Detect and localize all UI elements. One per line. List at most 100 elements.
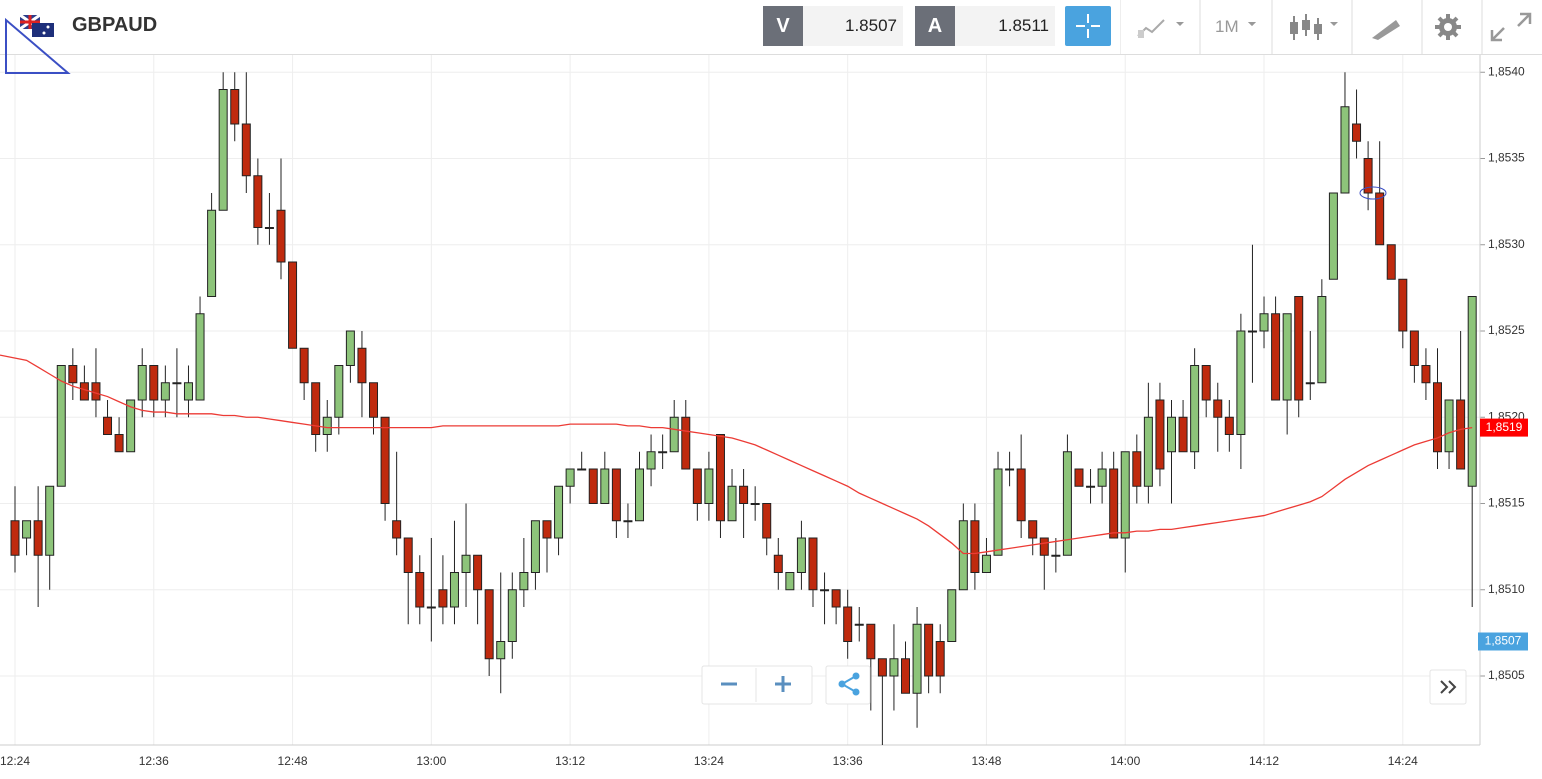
timeframe[interactable]: 1M [1215,17,1239,36]
candle-body [854,623,864,626]
candle-body [600,468,610,504]
candle-body [866,623,876,660]
candle-body [68,365,78,384]
candle-body [993,468,1003,556]
candle-body [727,485,737,522]
candle-body [831,589,841,608]
symbol: GBPAUD [72,14,158,36]
candle-body [103,416,113,435]
candle-body [1282,313,1292,401]
candle-body [1132,451,1142,487]
candle-body [357,347,367,384]
candle-body [912,623,922,694]
x-tick-label: 14:00 [1110,754,1140,768]
candle-body [449,572,459,608]
timeframe-caret [1248,22,1256,26]
candle-body [692,468,702,504]
candle-body [10,520,20,556]
candle-body [1213,399,1223,418]
candle-body [681,416,691,470]
candle-body [1051,554,1061,557]
candle-body [1155,399,1165,470]
ask-price[interactable]: 1.8511 [955,6,1055,46]
candle-body [403,537,413,573]
candle-body [623,520,633,523]
candle-body [126,399,136,453]
candle-body [530,520,540,573]
candle-body [496,641,506,660]
candle-body [981,554,991,573]
candle-body [299,347,309,384]
candle-body [1375,192,1385,246]
candle-body [33,520,43,556]
candle-body [218,89,228,211]
candle-body [56,365,66,487]
bid-price[interactable]: 1.8507 [803,6,903,46]
toolbar-icons [1120,0,1532,54]
candle-body [796,537,806,573]
candle-body [785,572,795,591]
candle-body [380,416,390,504]
candle-body [207,209,217,297]
zoom-box [701,665,813,705]
candle-body [635,468,645,522]
candle-body [241,123,251,177]
candle-body [1259,313,1269,332]
crosshair-button[interactable] [1065,6,1111,46]
candle-body [970,520,980,573]
candle-body [1398,278,1408,332]
x-tick-label: 14:12 [1249,754,1279,768]
candle-body [253,175,263,228]
y-tick-label: 1,8525 [1488,323,1525,337]
candle-body [1167,416,1176,453]
y-tick-label: 1,8540 [1488,64,1525,78]
candle-body [1432,382,1442,453]
zoom-in[interactable] [775,676,791,692]
share-button[interactable] [825,665,871,705]
candle-body [1386,244,1396,280]
candle-body [577,468,587,471]
candle-body [1143,416,1153,487]
candle-body [554,485,564,539]
ask-label: A [915,6,955,46]
candle-body [484,589,494,660]
candle-body [322,416,332,435]
candle-body [958,520,968,591]
toolbar: GBPAUD V 1.8507 A 1.8511 1M [0,0,1542,55]
candle-body [704,468,714,504]
candle-body [1421,365,1431,384]
candle-body [1305,382,1315,385]
candle-body [1444,399,1454,453]
candle-body [658,451,668,454]
drawing-ellipse [1359,186,1387,200]
candle-body [739,485,749,504]
candle-body [542,520,552,539]
candle-body [519,572,529,591]
candle-body [1028,520,1038,539]
candle-body [843,606,853,642]
candle-body [1097,468,1107,487]
candle-body [935,641,945,677]
x-tick-label: 13:12 [555,754,585,768]
candle-body [820,589,830,592]
candle-body [45,485,55,556]
candle-body [264,227,274,229]
candle-body [345,330,355,366]
candle-body [1016,468,1026,522]
candle-body [91,382,101,401]
candle-body [762,503,772,539]
candle-body [1086,485,1096,488]
candle-body [1120,451,1130,539]
x-tick-label: 13:00 [416,754,446,768]
x-tick-label: 13:36 [833,754,863,768]
candle-body [565,468,575,487]
candle-body [1224,416,1234,435]
candle-body [183,382,193,401]
candle-body [288,261,298,349]
candle-body [1074,468,1084,487]
candle-body [1294,296,1304,401]
candle-body [311,382,321,435]
candle-body [22,520,32,539]
candle-body [715,434,725,522]
